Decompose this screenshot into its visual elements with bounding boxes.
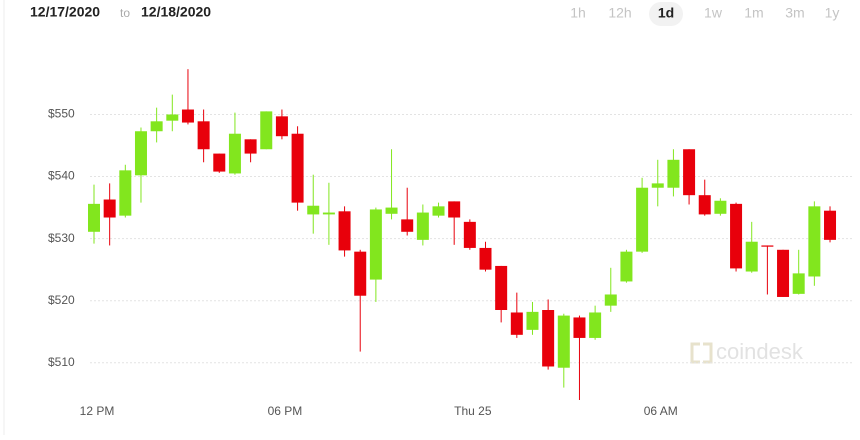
candle-body <box>385 207 398 214</box>
y-tick-label: $510 <box>48 355 75 369</box>
candle-body <box>213 153 226 172</box>
watermark: coindesk <box>690 339 804 364</box>
range-button[interactable]: 1d <box>658 5 674 21</box>
range-button[interactable]: 1y <box>825 5 840 21</box>
candle-body <box>589 312 602 338</box>
candle-body <box>604 294 617 306</box>
x-tick-label: Thu 25 <box>454 404 492 418</box>
end-date: 12/18/2020 <box>141 4 211 20</box>
candle-body <box>761 245 774 247</box>
candle-body <box>228 133 241 174</box>
candle-body <box>181 109 194 123</box>
candle-body <box>542 310 555 367</box>
y-tick-label: $550 <box>48 107 75 121</box>
candle-body <box>150 121 163 132</box>
x-tick-label: 06 PM <box>268 404 303 418</box>
candle-body <box>463 221 476 248</box>
watermark-text: coindesk <box>716 339 804 364</box>
candle-body <box>651 183 664 188</box>
candle-body <box>808 206 821 277</box>
candle-body <box>620 251 633 282</box>
candle-body <box>730 203 743 269</box>
candle-body <box>792 273 805 294</box>
candle-body <box>432 206 445 216</box>
x-tick-label: 06 AM <box>644 404 678 418</box>
range-button[interactable]: 1m <box>744 5 763 21</box>
range-button-bg <box>649 2 683 26</box>
date-separator: to <box>120 6 130 20</box>
candle-body <box>401 219 414 232</box>
candle-body <box>479 247 492 270</box>
candle-body <box>526 311 539 330</box>
range-button[interactable]: 1w <box>704 5 723 21</box>
range-button[interactable]: 12h <box>608 5 631 21</box>
candle-body <box>448 201 461 218</box>
candle-body <box>119 170 132 216</box>
candle-body <box>134 131 147 176</box>
candle-body <box>573 317 586 338</box>
candle-body <box>667 159 680 188</box>
candle-body <box>777 249 790 297</box>
start-date: 12/17/2020 <box>30 4 100 20</box>
y-tick-label: $530 <box>48 231 75 245</box>
candle-body <box>291 133 304 203</box>
candle-body <box>354 251 367 296</box>
candle-body <box>824 210 837 240</box>
candle-body <box>557 315 570 368</box>
range-button[interactable]: 3m <box>785 5 804 21</box>
candle-body <box>260 111 273 150</box>
range-button[interactable]: 1h <box>570 5 586 21</box>
candle-body <box>244 139 257 154</box>
candle-body <box>88 203 100 232</box>
candle-body <box>698 195 711 215</box>
candle-body <box>495 265 508 310</box>
watermark-logo <box>690 342 713 364</box>
candle-body <box>197 121 210 150</box>
candle-body <box>636 187 649 252</box>
x-tick-label: 12 PM <box>80 404 115 418</box>
candle-body <box>683 149 696 196</box>
candle-body <box>369 209 382 280</box>
candle-body <box>322 212 335 215</box>
candle-body <box>166 114 179 121</box>
y-tick-label: $540 <box>48 169 75 183</box>
candle-body <box>307 205 320 215</box>
candle-body <box>103 199 116 218</box>
candle-body <box>745 241 758 272</box>
candle-body <box>275 116 288 137</box>
candle-body <box>416 212 429 240</box>
candle-body <box>338 211 351 251</box>
candle-body <box>714 200 727 214</box>
candle-body <box>510 312 523 335</box>
y-tick-label: $520 <box>48 293 75 307</box>
